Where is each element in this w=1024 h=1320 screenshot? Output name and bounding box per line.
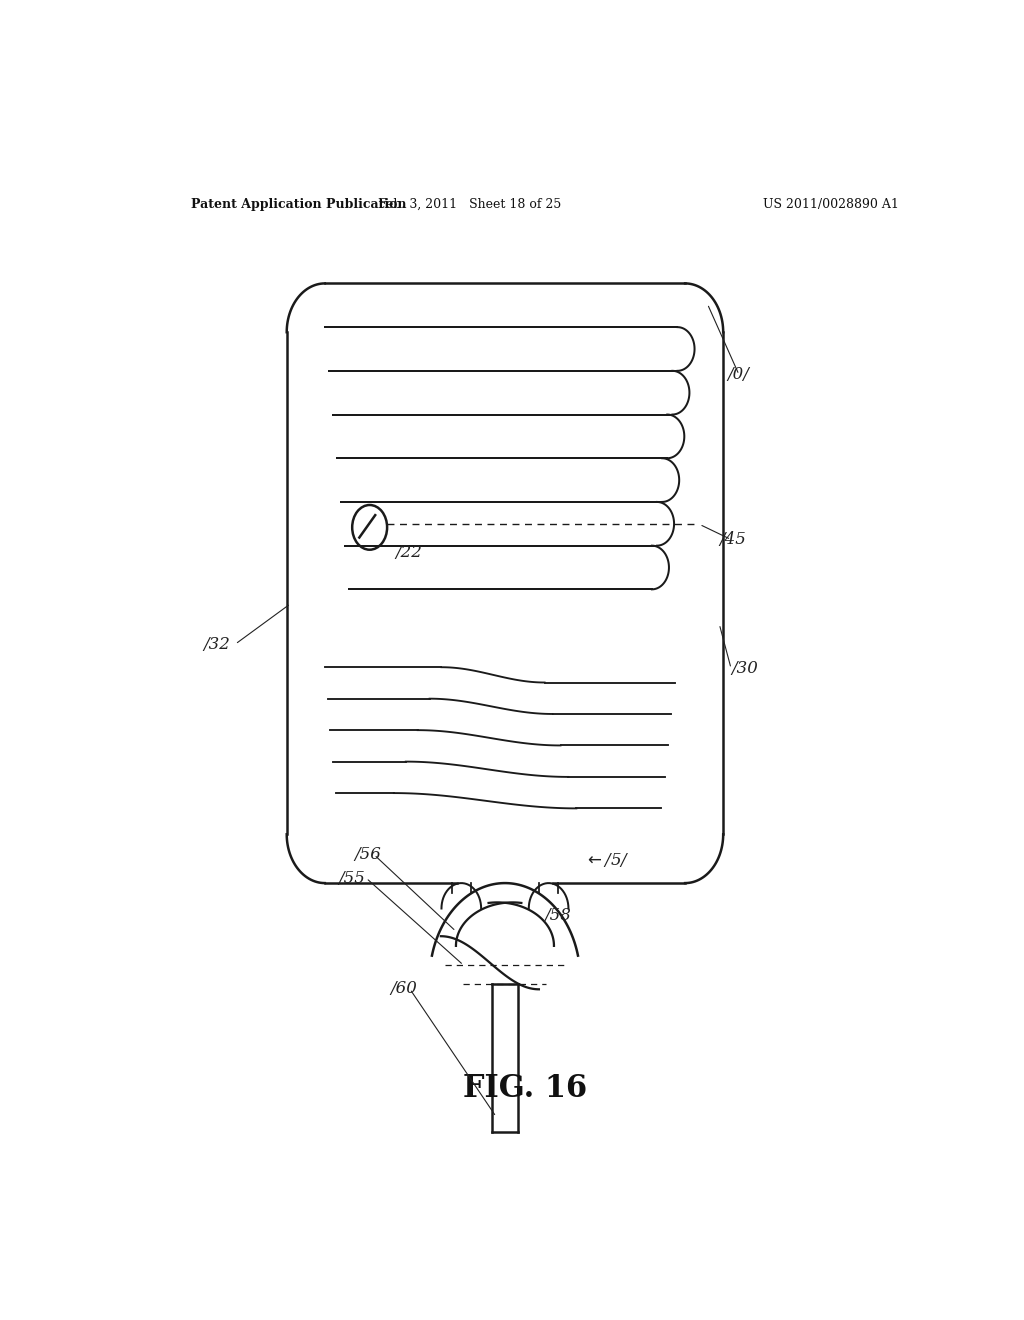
Text: /0/: /0/ [727, 367, 749, 383]
Text: /60: /60 [390, 981, 417, 998]
Text: /58: /58 [545, 907, 571, 924]
Text: /45: /45 [719, 531, 746, 548]
Text: US 2011/0028890 A1: US 2011/0028890 A1 [763, 198, 899, 211]
Text: /56: /56 [354, 846, 381, 863]
Text: Patent Application Publication: Patent Application Publication [191, 198, 407, 211]
Circle shape [352, 506, 387, 549]
Text: Feb. 3, 2011   Sheet 18 of 25: Feb. 3, 2011 Sheet 18 of 25 [378, 198, 561, 211]
Text: /22: /22 [395, 544, 422, 561]
Text: FIG. 16: FIG. 16 [463, 1073, 587, 1104]
Text: /55: /55 [338, 870, 366, 887]
Text: /32: /32 [204, 636, 230, 652]
Text: $\leftarrow$/5/: $\leftarrow$/5/ [585, 850, 630, 869]
Text: /30: /30 [731, 660, 758, 677]
